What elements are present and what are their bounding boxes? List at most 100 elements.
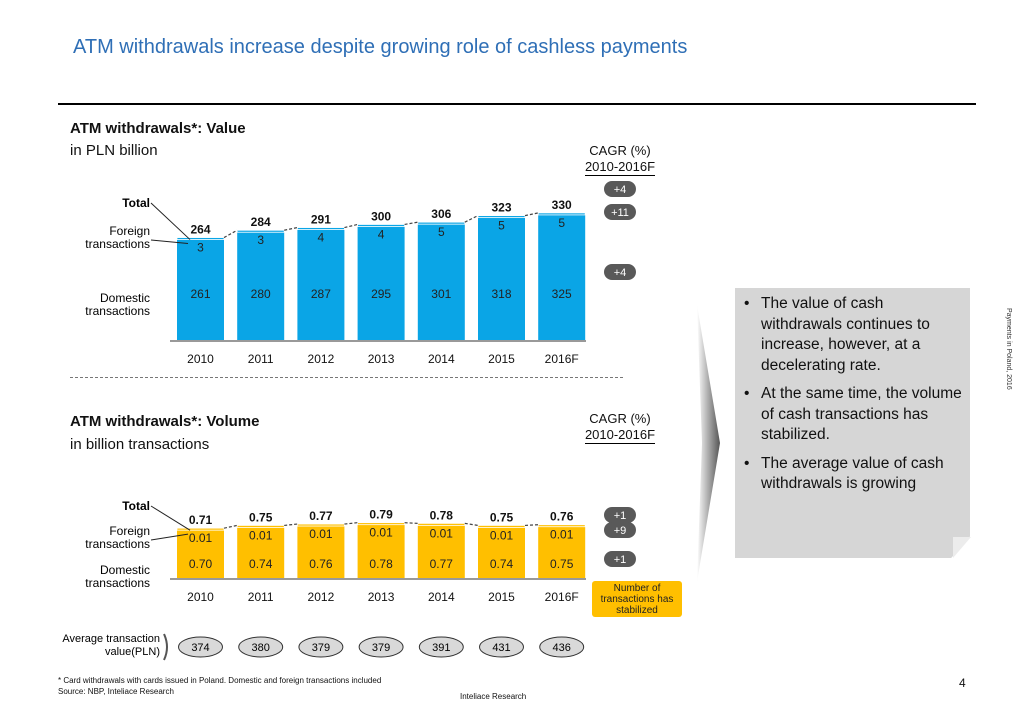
trend-connector — [404, 522, 418, 524]
total-value-label: 330 — [552, 198, 572, 212]
total-value-label: 284 — [251, 215, 271, 229]
legend-total-label: Total — [122, 196, 150, 210]
bar-domestic — [478, 217, 525, 340]
avg-value-oval — [178, 636, 223, 658]
volume-chart: 0.70 0.01 0.71 2010 0.74 0.01 0.75 2011 0.76 0.01… — [62, 499, 636, 661]
bar-domestic — [357, 226, 405, 340]
bar-foreign — [236, 525, 285, 528]
x-tick-label: 2012 — [308, 352, 335, 366]
domestic-value-label: 0.75 — [550, 557, 574, 571]
foreign-value-label: 0.01 — [189, 531, 213, 545]
cagr-foreign-pill — [604, 204, 636, 220]
bar-domestic — [177, 239, 224, 340]
bar-domestic — [177, 530, 224, 578]
legend-foreign-label: transactions — [85, 537, 150, 551]
cagr-foreign-value: +11 — [611, 207, 629, 219]
legend-domestic-label: transactions — [85, 576, 150, 590]
value-cagr-header: CAGR (%) 2010-2016F — [572, 143, 668, 176]
bar-foreign — [296, 227, 345, 230]
bullet-item: The value of cash withdrawals continues … — [741, 294, 963, 376]
bar-domestic — [538, 526, 586, 578]
summary-bullets: The value of cash withdrawals continues … — [741, 294, 963, 503]
bar-foreign — [176, 237, 225, 240]
avg-value-number: 436 — [553, 642, 571, 654]
domestic-value-label: 261 — [190, 287, 210, 301]
total-value-label: 306 — [431, 207, 451, 221]
domestic-value-label: 287 — [311, 287, 331, 301]
trend-connector — [404, 221, 418, 226]
x-tick-label: 2013 — [368, 352, 395, 366]
total-value-label: 264 — [190, 223, 210, 237]
cagr-total-value: +4 — [614, 184, 627, 196]
avg-value-oval — [539, 636, 585, 658]
avg-value-oval — [418, 636, 464, 658]
total-value-label: 0.78 — [430, 508, 454, 522]
x-tick-label: 2016F — [545, 352, 579, 366]
avg-value-oval — [238, 636, 284, 658]
bar-domestic — [297, 229, 345, 340]
avg-value-label: value(PLN) — [105, 646, 160, 658]
arrow-shape — [697, 305, 720, 582]
domestic-value-label: 0.74 — [490, 557, 514, 571]
bar-domestic — [417, 224, 465, 340]
total-value-label: 323 — [491, 201, 511, 215]
legend-domestic-label: Domestic — [100, 563, 150, 577]
x-tick-label: 2013 — [368, 590, 395, 604]
foreign-value-label: 0.01 — [249, 528, 273, 542]
avg-value-number: 374 — [191, 642, 209, 654]
legend-total-label: Total — [122, 499, 150, 513]
avg-bracket — [163, 633, 168, 661]
domestic-value-label: 325 — [552, 287, 572, 301]
domestic-value-label: 0.76 — [309, 557, 333, 571]
foreign-value-label: 0.01 — [430, 526, 454, 540]
volume-cagr-title: CAGR (%) — [589, 411, 651, 426]
trend-connector — [524, 212, 539, 217]
domestic-value-label: 295 — [371, 287, 391, 301]
foreign-value-label: 5 — [498, 219, 505, 233]
cagr-total-pill — [604, 507, 636, 523]
avg-value-oval — [358, 636, 404, 658]
section-divider — [70, 377, 623, 378]
trend-connector — [464, 522, 479, 527]
avg-value-oval — [298, 636, 344, 658]
cagr-foreign-pill — [604, 522, 636, 538]
x-tick-label: 2016F — [545, 590, 579, 604]
foreign-value-label: 0.01 — [550, 528, 574, 542]
bar-domestic — [538, 214, 586, 340]
bar-foreign — [477, 215, 526, 219]
avg-value-label: Average transaction — [62, 633, 160, 645]
cagr-domestic-value: +4 — [614, 267, 627, 279]
source-text: Source: NBP, Inteliace Research — [58, 687, 174, 696]
avg-value-number: 431 — [492, 642, 510, 654]
domestic-value-label: 301 — [431, 287, 451, 301]
total-value-label: 0.75 — [490, 510, 514, 524]
total-value-label: 291 — [311, 213, 331, 227]
foreign-value-label: 0.01 — [490, 528, 514, 542]
bar-foreign — [417, 522, 466, 526]
x-tick-label: 2011 — [248, 590, 274, 604]
foreign-value-label: 3 — [197, 241, 204, 255]
volume-chart-heading: ATM withdrawals*: Volume — [70, 413, 260, 430]
bullet-item: The average value of cash withdrawals is… — [741, 454, 963, 495]
legend-total-leader — [150, 505, 191, 531]
foreign-value-label: 0.01 — [369, 526, 393, 540]
trend-connector — [223, 229, 238, 239]
value-cagr-title: CAGR (%) — [589, 143, 651, 158]
bar-foreign — [417, 221, 466, 225]
volume-cagr-period: 2010-2016F — [584, 427, 656, 444]
bar-domestic — [297, 526, 345, 578]
value-cagr-period: 2010-2016F — [584, 159, 656, 176]
avg-value-number: 379 — [372, 642, 390, 654]
foreign-value-label: 4 — [318, 231, 325, 245]
domestic-value-label: 0.78 — [369, 557, 393, 571]
avg-value-number: 379 — [312, 642, 330, 654]
footnote: * Card withdrawals with cards issued in … — [58, 675, 381, 697]
total-value-label: 0.77 — [309, 509, 333, 523]
legend-foreign-label: transactions — [85, 237, 150, 251]
bullet-item: At the same time, the volume of cash tra… — [741, 384, 963, 446]
x-tick-label: 2011 — [248, 352, 274, 366]
legend-domestic-label: Domestic — [100, 291, 150, 305]
foreign-value-label: 5 — [558, 216, 565, 230]
legend-total-leader — [150, 202, 191, 240]
volume-cagr-header: CAGR (%) 2010-2016F — [572, 411, 668, 444]
